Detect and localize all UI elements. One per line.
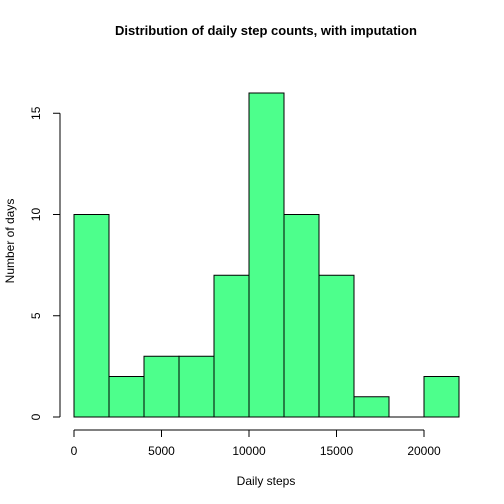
bars-group — [73, 92, 460, 418]
histogram-bar-6 — [283, 214, 320, 418]
chart-title: Distribution of daily step counts, with … — [115, 23, 417, 38]
y-tick-label: 10 — [29, 208, 43, 222]
histogram-bar-3 — [178, 355, 215, 418]
histogram-bar-8 — [353, 396, 390, 418]
histogram-bar-2 — [143, 355, 180, 418]
histogram-bar-0 — [73, 214, 110, 418]
x-tick-label: 10000 — [232, 444, 266, 458]
histogram-bar-7 — [318, 274, 355, 418]
histogram-bar-4 — [213, 274, 250, 418]
y-tick-label: 15 — [29, 106, 43, 120]
x-axis-label: Daily steps — [237, 474, 296, 488]
histogram-bar-1 — [108, 376, 145, 418]
y-tick-label: 0 — [29, 413, 43, 420]
x-tick-label: 5000 — [148, 444, 175, 458]
x-tick-label: 0 — [71, 444, 78, 458]
x-tick-label: 20000 — [407, 444, 441, 458]
y-axis: 0 5 10 15 — [29, 106, 61, 420]
histogram-bar-10 — [423, 376, 460, 418]
x-tick-label: 15000 — [320, 444, 354, 458]
y-tick-label: 5 — [29, 312, 43, 319]
y-axis-label: Number of days — [3, 199, 17, 284]
histogram-bar-5 — [248, 92, 285, 418]
x-axis: 0 5000 10000 15000 20000 — [71, 429, 441, 458]
